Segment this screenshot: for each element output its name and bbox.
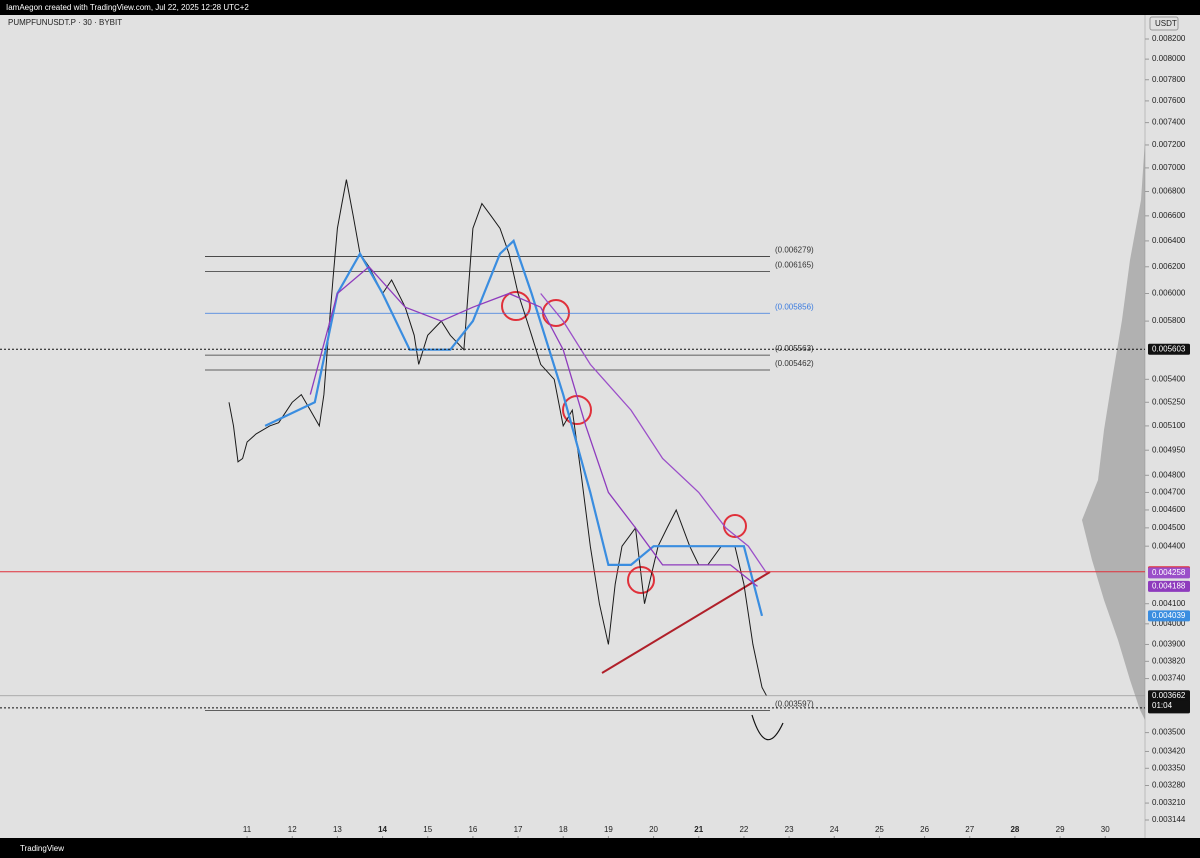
y-tick-label: 0.007400	[1152, 118, 1186, 127]
x-tick-label: 28	[1010, 825, 1019, 834]
price-label-box	[1148, 610, 1190, 622]
level-label: (0.006165)	[775, 260, 814, 269]
y-tick-label: 0.008000	[1152, 54, 1186, 63]
x-tick-label: 12	[288, 825, 297, 834]
level-label: (0.005462)	[775, 359, 814, 368]
y-tick-label: 0.003420	[1152, 747, 1186, 756]
y-tick-label: 0.005400	[1152, 374, 1186, 383]
circle	[627, 566, 655, 594]
y-tick-label: 0.003500	[1152, 728, 1186, 737]
countdown: 01:04	[1152, 701, 1173, 710]
curve-drawing	[751, 714, 784, 741]
x-tick-label: 22	[739, 825, 748, 834]
y-tick-label: 0.004500	[1152, 523, 1186, 532]
caption: IamAegon created with TradingView.com, J…	[6, 3, 249, 12]
x-tick-label: 23	[785, 825, 794, 834]
y-tick-label: 0.005100	[1152, 421, 1186, 430]
y-tick-label: 0.004000	[1152, 619, 1186, 628]
level-label: (0.005856)	[775, 302, 814, 311]
price-label-box	[1148, 343, 1190, 355]
y-tick-label: 0.007600	[1152, 96, 1186, 105]
x-tick-label: 16	[468, 825, 477, 834]
y-tick-label: 0.004950	[1152, 445, 1186, 454]
x-tick-label: 29	[1056, 825, 1065, 834]
level-label: (0.003597)	[775, 699, 814, 708]
x-tick-label: 21	[694, 825, 703, 834]
price-line	[309, 265, 758, 587]
currency: USDT	[1155, 19, 1177, 28]
y-tick-label: 0.004400	[1152, 541, 1186, 550]
price-line	[540, 293, 768, 574]
price-line	[228, 179, 767, 696]
x-tick-label: 17	[514, 825, 523, 834]
x-tick-label: 11	[243, 825, 252, 834]
y-tick-label: 0.004800	[1152, 470, 1186, 479]
price-label: 0.004188	[1152, 582, 1186, 591]
x-tick-label: 20	[649, 825, 658, 834]
trend-line	[601, 571, 771, 674]
y-tick-label: 0.003900	[1152, 640, 1186, 649]
y-tick-label: 0.003210	[1152, 798, 1186, 807]
x-tick-label: 14	[378, 825, 387, 834]
y-tick-label: 0.006800	[1152, 187, 1186, 196]
x-tick-label: 26	[920, 825, 929, 834]
y-tick-label: 0.007000	[1152, 163, 1186, 172]
price-label: 0.004258	[1152, 568, 1186, 577]
x-tick-label: 24	[830, 825, 839, 834]
y-tick-label: 0.003144	[1152, 815, 1186, 824]
symbol: PUMPFUNUSDT.P · 30 · BYBIT	[8, 18, 122, 27]
y-tick-label: 0.007200	[1152, 140, 1186, 149]
y-tick-label: 0.005250	[1152, 397, 1186, 406]
currency-box	[1149, 16, 1179, 31]
y-tick-label: 0.003820	[1152, 656, 1186, 665]
price-label-box	[1148, 580, 1190, 592]
volume-profile	[1082, 140, 1145, 720]
x-tick-label: 30	[1101, 825, 1110, 834]
y-tick-label: 0.003350	[1152, 763, 1186, 772]
countdown-box	[1148, 700, 1190, 711]
x-tick-label: 13	[333, 825, 342, 834]
price-label: 0.005603	[1152, 344, 1186, 353]
y-tick-label: 0.007800	[1152, 75, 1186, 84]
y-tick-label: 0.003740	[1152, 674, 1186, 683]
y-tick-label: 0.003280	[1152, 781, 1186, 790]
price-label: 0.004039	[1152, 611, 1186, 620]
footer: TradingView	[20, 844, 64, 853]
x-tick-label: 18	[559, 825, 568, 834]
x-tick-label: 15	[423, 825, 432, 834]
price-label-box	[1148, 567, 1190, 579]
chart-background	[0, 15, 1200, 838]
price-label-box	[1148, 690, 1190, 702]
x-tick-label: 25	[875, 825, 884, 834]
y-tick-label: 0.006200	[1152, 262, 1186, 271]
level-label: (0.006279)	[775, 246, 814, 255]
y-tick-label: 0.008200	[1152, 34, 1186, 43]
y-tick-label: 0.006600	[1152, 211, 1186, 220]
y-tick-label: 0.006400	[1152, 236, 1186, 245]
level-label: (0.005563)	[775, 344, 814, 353]
y-tick-label: 0.006000	[1152, 289, 1186, 298]
x-tick-label: 19	[604, 825, 613, 834]
y-tick-label: 0.005800	[1152, 316, 1186, 325]
y-tick-label: 0.004700	[1152, 488, 1186, 497]
y-tick-label: 0.004100	[1152, 599, 1186, 608]
x-tick-label: 27	[965, 825, 974, 834]
circle	[501, 291, 531, 321]
price-line	[264, 238, 764, 617]
y-tick-label: 0.004600	[1152, 505, 1186, 514]
price-label: 0.003662	[1152, 691, 1186, 700]
